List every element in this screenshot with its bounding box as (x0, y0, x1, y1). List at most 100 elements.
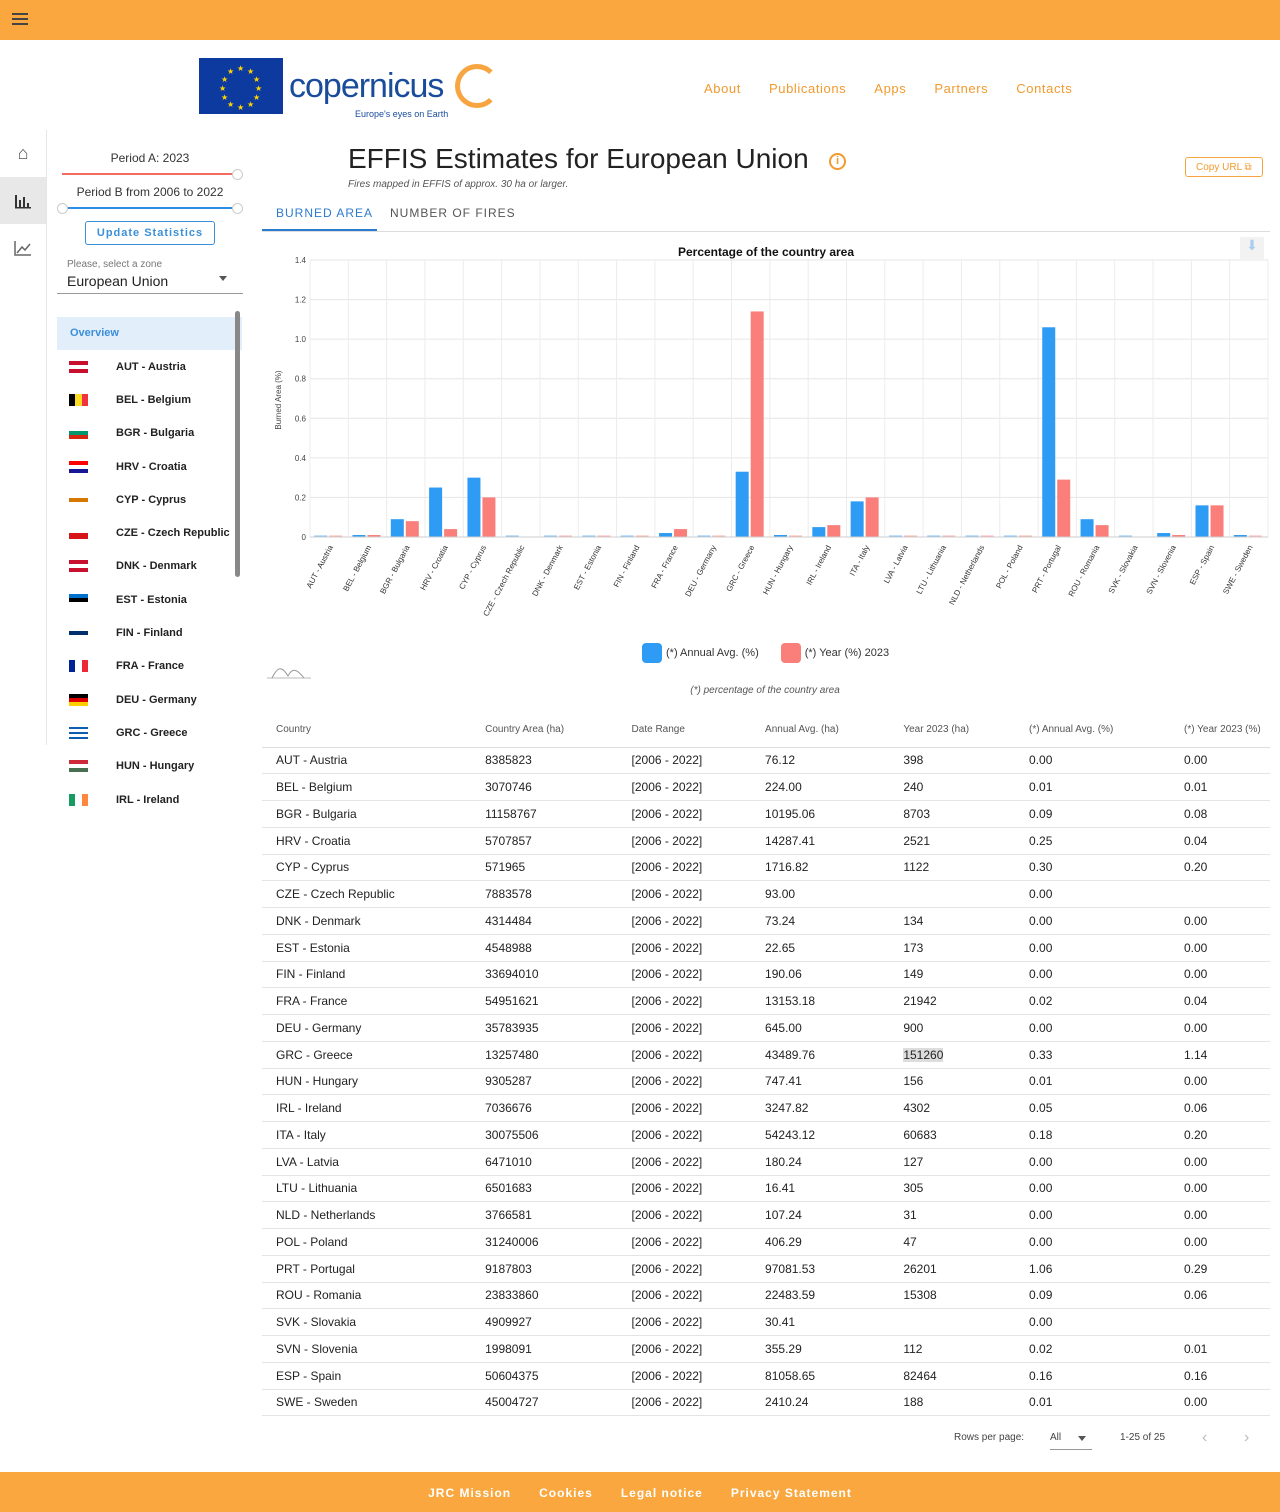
list-item-country[interactable]: FIN - Finland (57, 616, 242, 649)
table-cell: 0.02 (1015, 1335, 1170, 1363)
list-item-country[interactable]: BGR - Bulgaria (57, 417, 242, 450)
nav-apps[interactable]: Apps (874, 81, 907, 96)
x-tick-label: NLD - Netherlands (947, 544, 986, 607)
bar-chart-icon[interactable] (0, 177, 46, 224)
footer-cookies[interactable]: Cookies (539, 1486, 593, 1500)
cell-value: DEU - Germany (276, 1020, 362, 1035)
cell-value: 0.01 (1029, 1074, 1053, 1089)
table-cell: 0.05 (1015, 1094, 1170, 1122)
nav-publications[interactable]: Publications (768, 81, 847, 96)
cell-value: 76.12 (765, 753, 796, 768)
list-item-country[interactable]: CYP - Cyprus (57, 483, 242, 516)
table-cell: 50604375 (471, 1362, 618, 1390)
cell-value: 0.33 (1029, 1047, 1053, 1062)
burned-area-chart: Percentage of the country area Burned Are… (274, 245, 1269, 618)
cell-value: POL - Poland (276, 1234, 348, 1249)
footer-jrc-mission[interactable]: JRC Mission (428, 1486, 512, 1500)
cell-value: 0.00 (1184, 940, 1208, 955)
list-item-country[interactable]: HUN - Hungary (57, 750, 242, 783)
list-item-country[interactable]: GRC - Greece (57, 716, 242, 749)
column-header[interactable]: Country (262, 713, 472, 748)
table-cell: 2410.24 (751, 1389, 890, 1417)
footer-legal-notice[interactable]: Legal notice (620, 1486, 703, 1500)
list-item-overview[interactable]: Overview (57, 317, 242, 350)
x-tick-label: FIN - Finland (612, 544, 642, 589)
period-a-slider[interactable] (62, 169, 243, 180)
info-icon[interactable]: i (829, 153, 846, 170)
table-cell: 5707857 (471, 827, 618, 855)
hamburger-menu-icon[interactable] (12, 13, 28, 27)
nav-partners[interactable]: Partners (934, 81, 989, 96)
tab-burned-area[interactable]: BURNED AREA (276, 206, 374, 220)
list-item-country[interactable]: IRL - Ireland (57, 783, 242, 816)
column-header[interactable]: Year 2023 (ha) (889, 713, 1016, 748)
table-cell: 14287.41 (751, 827, 890, 855)
cell-value: 22483.59 (765, 1288, 816, 1303)
table-cell: 4909927 (471, 1308, 618, 1336)
cell-value: PRT - Portugal (276, 1261, 355, 1276)
update-statistics-button[interactable]: Update Statistics (84, 221, 216, 245)
download-icon[interactable]: ⬇ (1240, 237, 1264, 261)
list-item-country[interactable]: FRA - France (57, 650, 242, 683)
list-item-country[interactable]: DEU - Germany (57, 683, 242, 716)
cell-value: [2006 - 2022] (631, 1181, 703, 1196)
list-item-country[interactable]: BEL - Belgium (57, 383, 242, 416)
period-b-start-handle[interactable] (57, 203, 68, 214)
prev-page-icon[interactable]: ‹ (1202, 1429, 1208, 1446)
page-subtitle: Fires mapped in EFFIS of approx. 30 ha o… (348, 179, 569, 190)
legend-item-annual[interactable]: (*) Annual Avg. (%) (642, 643, 759, 663)
cell-value: [2006 - 2022] (631, 1101, 703, 1116)
table-cell: 3247.82 (751, 1094, 890, 1122)
zone-select[interactable]: Please, select a zone European Union (57, 259, 243, 294)
table-cell: 571965 (471, 854, 618, 882)
cell-value: [2006 - 2022] (631, 1047, 703, 1062)
cell-value: 35783935 (485, 1020, 539, 1035)
column-header[interactable]: (*) Year 2023 (%) (1170, 713, 1270, 748)
x-tick-label: DEU - Germany (683, 544, 718, 598)
rows-per-page-select[interactable]: All (1050, 1432, 1092, 1450)
table-cell: 190.06 (751, 961, 890, 989)
cell-value: 900 (903, 1020, 924, 1035)
table-cell: 3766581 (471, 1201, 618, 1229)
nav-contacts[interactable]: Contacts (1016, 81, 1073, 96)
cell-value: 0.00 (1029, 1208, 1053, 1223)
cell-value: 0.00 (1184, 1208, 1208, 1223)
chart-note: (*) percentage of the country area (690, 685, 840, 696)
column-header[interactable]: Annual Avg. (ha) (751, 713, 890, 748)
list-scrollbar[interactable] (235, 311, 240, 577)
next-page-icon[interactable]: › (1244, 1429, 1250, 1446)
list-item-country[interactable]: CZE - Czech Republic (57, 516, 242, 549)
table-cell: 0.00 (1170, 1148, 1270, 1176)
period-b-slider[interactable] (57, 203, 243, 214)
column-header[interactable]: Country Area (ha) (471, 713, 618, 748)
cell-value: 13153.18 (765, 994, 816, 1009)
cell-value: DNK - Denmark (276, 913, 361, 928)
country-label: FIN - Finland (116, 627, 183, 640)
tab-number-of-fires[interactable]: NUMBER OF FIRES (390, 206, 516, 220)
list-item-country[interactable]: EST - Estonia (57, 583, 242, 616)
cell-value: 14287.41 (765, 833, 816, 848)
period-a-handle[interactable] (232, 169, 243, 180)
table-cell: 81058.65 (751, 1362, 890, 1390)
nav-about[interactable]: About (704, 81, 741, 96)
list-item-country[interactable]: DNK - Denmark (57, 550, 242, 583)
table-cell: 1.06 (1015, 1255, 1170, 1283)
column-header[interactable]: Date Range (617, 713, 752, 748)
period-b-end-handle[interactable] (232, 203, 243, 214)
copernicus-logo[interactable]: ★ ★ ★ ★ ★ ★ ★ ★ ★ ★ ★ ★ copernicus Europe's eyes on … (199, 58, 500, 119)
table-cell: [2006 - 2022] (617, 747, 752, 775)
cell-value: 4302 (903, 1101, 931, 1116)
legend-item-year[interactable]: (*) Year (%) 2023 (780, 643, 889, 663)
x-tick-label: HUN - Hungary (761, 544, 795, 597)
table-cell: 6501683 (471, 1175, 618, 1203)
copy-url-button[interactable]: Copy URL ⧉ (1185, 157, 1263, 177)
column-header[interactable]: (*) Annual Avg. (%) (1015, 713, 1170, 748)
list-item-country[interactable]: AUT - Austria (57, 350, 242, 383)
table-cell: 1998091 (471, 1335, 618, 1363)
table-row: FIN - Finland 33694010 [2006 - 2022] 190.06… (262, 961, 1270, 989)
line-chart-icon[interactable] (0, 224, 46, 271)
cell-value: 305 (903, 1181, 924, 1196)
footer-privacy-statement[interactable]: Privacy Statement (730, 1486, 852, 1500)
home-icon[interactable]: ⌂ (17, 143, 29, 163)
list-item-country[interactable]: HRV - Croatia (57, 450, 242, 483)
